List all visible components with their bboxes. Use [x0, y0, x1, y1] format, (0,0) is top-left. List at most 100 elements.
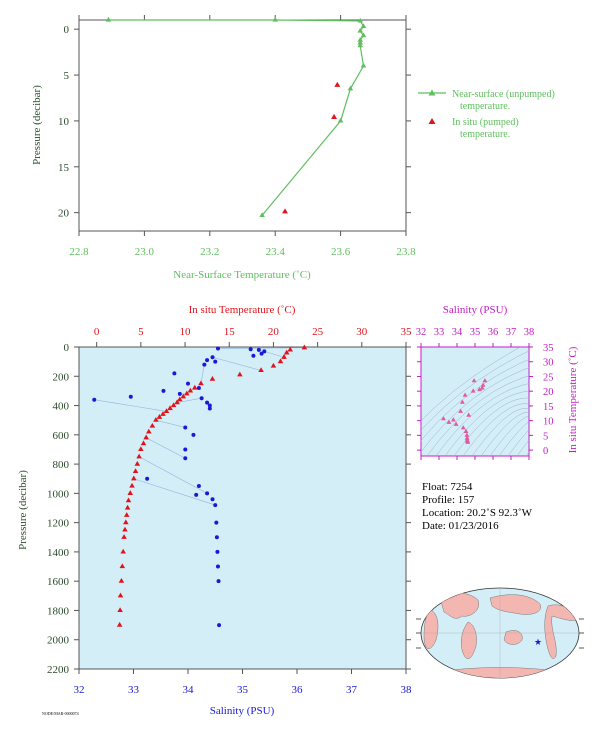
ts-salinity-tick-label: 32 — [416, 327, 427, 338]
salinity-tick-label: 33 — [128, 684, 140, 696]
ts-temp-tick-label: 10 — [543, 417, 554, 428]
pressure-axis-ticks: 0 200 400 600 800 1000 1200 1400 1600 1800 2000 220… — [47, 342, 411, 676]
salinity-point — [216, 579, 221, 584]
temperature-point — [167, 405, 173, 411]
salinity-tick-label: 36 — [292, 684, 304, 696]
plot-marks — [105, 16, 367, 218]
near-surface-point — [360, 23, 367, 29]
near-surface-point — [272, 16, 278, 22]
temperature-point — [127, 490, 134, 495]
ts-connector — [264, 351, 285, 358]
salinity-point — [205, 491, 210, 496]
near-surface-point — [347, 85, 354, 91]
density-contour — [426, 375, 529, 456]
salinity-point — [214, 535, 219, 540]
temperature-point — [119, 563, 126, 569]
ts-salinity-tick-label: 36 — [488, 327, 499, 338]
near-surface-point — [105, 16, 112, 22]
near-surface-temperature-chart: 22.8 23.0 23.2 23.4 23.6 23.8 0 5 10 15 20 Near-S… — [31, 15, 555, 281]
salinity-tick-label: 37 — [346, 684, 358, 696]
y-axis-label: Pressure (decibar) — [17, 470, 29, 550]
ts-point — [450, 417, 456, 422]
ts-temp-tick-label: 0 — [543, 446, 548, 457]
ts-right-axis-label: In situ Temperature (˚C) — [567, 346, 579, 453]
near-surface-point — [259, 212, 265, 218]
legend-entry-near-surface-cont: temperature. — [460, 101, 510, 112]
temperature-point — [153, 416, 159, 422]
pressure-tick-label: 400 — [53, 401, 70, 413]
ts-connector — [200, 364, 205, 384]
temperature-point — [116, 621, 123, 627]
float-location-star-icon: ★ — [534, 638, 542, 648]
temperature-point — [281, 354, 287, 359]
near-surface-point — [357, 36, 364, 42]
temperature-point — [209, 376, 216, 381]
temperature-point — [237, 371, 243, 377]
temperature-point — [140, 440, 147, 446]
pressure-tick-label: 1400 — [47, 547, 70, 559]
salinity-tick-label: 34 — [183, 684, 195, 696]
near-surface-point — [337, 117, 344, 123]
density-contour — [498, 421, 529, 456]
x-axis-label: Near-Surface Temperature (˚C) — [173, 269, 311, 281]
salinity-point — [207, 403, 212, 408]
temperature-point — [277, 358, 284, 364]
temperature-tick-label: 15 — [224, 326, 236, 338]
x-tick-label: 23.8 — [396, 246, 416, 258]
salinity-point — [205, 358, 210, 363]
ts-temp-tick-label: 25 — [543, 372, 554, 383]
near-surface-point — [357, 39, 364, 45]
temperature-point — [124, 504, 131, 510]
top-axis-label: In situ Temperature (˚C) — [189, 304, 296, 316]
density-contour — [480, 412, 529, 456]
y-tick-label: 10 — [58, 116, 70, 128]
near-surface-point — [360, 62, 367, 68]
salinity-point — [207, 406, 212, 411]
temperature-point — [131, 475, 137, 481]
salinity-point — [196, 385, 201, 390]
ts-connector — [212, 356, 262, 371]
plot-frame — [78, 19, 407, 232]
salinity-point — [145, 476, 150, 481]
ts-point — [462, 392, 468, 397]
temperature-point — [121, 534, 127, 539]
salinity-point — [251, 353, 256, 358]
temperature-point — [301, 344, 308, 350]
temperature-point — [184, 390, 190, 396]
salinity-tick-label: 35 — [237, 684, 249, 696]
salinity-point — [199, 396, 204, 401]
ts-point — [459, 399, 465, 404]
temperature-tick-label: 20 — [268, 326, 280, 338]
salinity-point — [256, 347, 261, 352]
map-graticule — [421, 588, 579, 678]
profile-marks — [92, 344, 308, 628]
temperature-point — [120, 548, 126, 554]
profile-number: Profile: 157 — [422, 494, 475, 506]
in-situ-point — [334, 81, 341, 87]
salinity-point — [214, 520, 219, 525]
salinity-point — [217, 623, 222, 628]
temperature-point — [270, 362, 277, 368]
salinity-point — [215, 549, 220, 554]
ts-temp-tick-label: 35 — [543, 343, 554, 354]
temperature-point — [138, 446, 144, 452]
temperature-point — [125, 497, 132, 503]
near-surface-point — [357, 27, 364, 33]
salinity-point — [183, 447, 188, 452]
pressure-tick-label: 600 — [53, 430, 70, 442]
ts-point — [453, 421, 459, 426]
ts-salinity-tick-label: 34 — [452, 327, 463, 338]
salinity-point — [183, 425, 188, 430]
ts-connector — [155, 419, 186, 428]
near-surface-point — [357, 42, 364, 48]
temperature-point — [122, 526, 128, 532]
ts-temp-tick-label: 30 — [543, 358, 554, 369]
y-tick-label: 20 — [58, 208, 70, 220]
legend-entry-in-situ-cont: temperature. — [460, 129, 510, 140]
location-map: ★ — [416, 587, 584, 679]
temperature-tick-label: 10 — [180, 326, 192, 338]
temperature-point — [123, 512, 130, 517]
ts-salinity-tick-label: 38 — [524, 327, 535, 338]
temperature-point — [149, 422, 156, 428]
